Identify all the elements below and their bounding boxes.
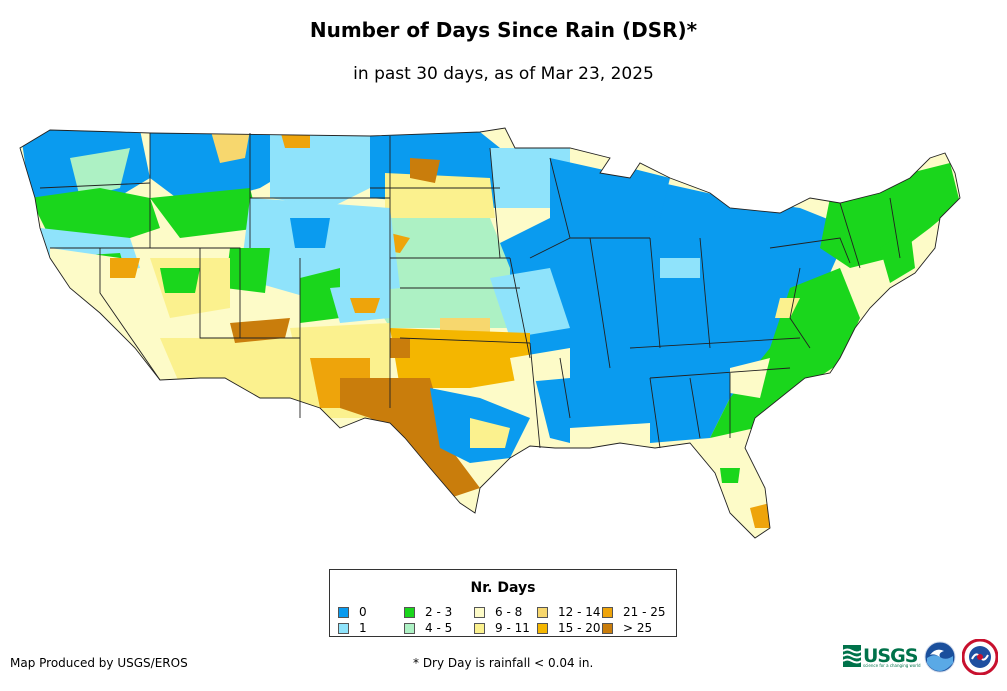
legend-swatch-1	[338, 622, 349, 634]
legend-item-4: 6 - 8	[474, 606, 522, 618]
usgs-wave-icon	[843, 645, 861, 667]
legend-item-2: 2 - 3	[404, 606, 452, 618]
legend-swatch-9	[602, 622, 613, 634]
legend-label-2: 2 - 3	[425, 605, 453, 619]
legend-label-5: 9 - 11	[495, 621, 530, 635]
legend-label-8: 21 - 25	[623, 605, 666, 619]
legend-item-1: 1	[338, 622, 367, 634]
legend: Nr. Days 0 1 2 - 3 4 - 5 6 - 8 9 - 11 12…	[329, 569, 677, 637]
legend-label-9: > 25	[623, 621, 653, 635]
nws-logo-icon	[962, 639, 998, 675]
us-dsr-map	[19, 127, 961, 539]
legend-title: Nr. Days	[470, 580, 536, 596]
dry-day-note: * Dry Day is rainfall < 0.04 in.	[413, 656, 594, 670]
legend-item-8: 21 - 25	[602, 606, 666, 618]
legend-swatch-6	[537, 606, 548, 618]
legend-swatch-7	[537, 622, 548, 634]
legend-swatch-2	[404, 606, 415, 618]
legend-item-9: > 25	[602, 622, 652, 634]
legend-swatch-8	[602, 606, 613, 618]
legend-swatch-3	[404, 622, 415, 634]
legend-label-3: 4 - 5	[425, 621, 453, 635]
legend-label-7: 15 - 20	[558, 621, 601, 635]
usgs-logo: USGS science for a changing world	[843, 641, 921, 671]
legend-item-7: 15 - 20	[537, 622, 601, 634]
legend-item-6: 12 - 14	[537, 606, 601, 618]
usgs-wordmark: USGS	[863, 645, 918, 667]
legend-swatch-5	[474, 622, 485, 634]
dsr-regions	[20, 128, 960, 538]
usgs-tagline: science for a changing world	[863, 663, 921, 668]
legend-label-1: 1	[359, 621, 367, 635]
legend-label-6: 12 - 14	[558, 605, 601, 619]
map-subtitle: in past 30 days, as of Mar 23, 2025	[353, 64, 654, 84]
legend-label-4: 6 - 8	[495, 605, 523, 619]
legend-item-3: 4 - 5	[404, 622, 452, 634]
legend-swatch-4	[474, 606, 485, 618]
legend-swatch-0	[338, 606, 349, 618]
legend-label-0: 0	[359, 605, 367, 619]
state-boundaries	[19, 127, 961, 539]
legend-item-0: 0	[338, 606, 367, 618]
legend-item-5: 9 - 11	[474, 622, 530, 634]
noaa-logo-icon	[924, 641, 956, 673]
credit-text: Map Produced by USGS/EROS	[10, 656, 188, 670]
map-title: Number of Days Since Rain (DSR)*	[309, 18, 698, 42]
